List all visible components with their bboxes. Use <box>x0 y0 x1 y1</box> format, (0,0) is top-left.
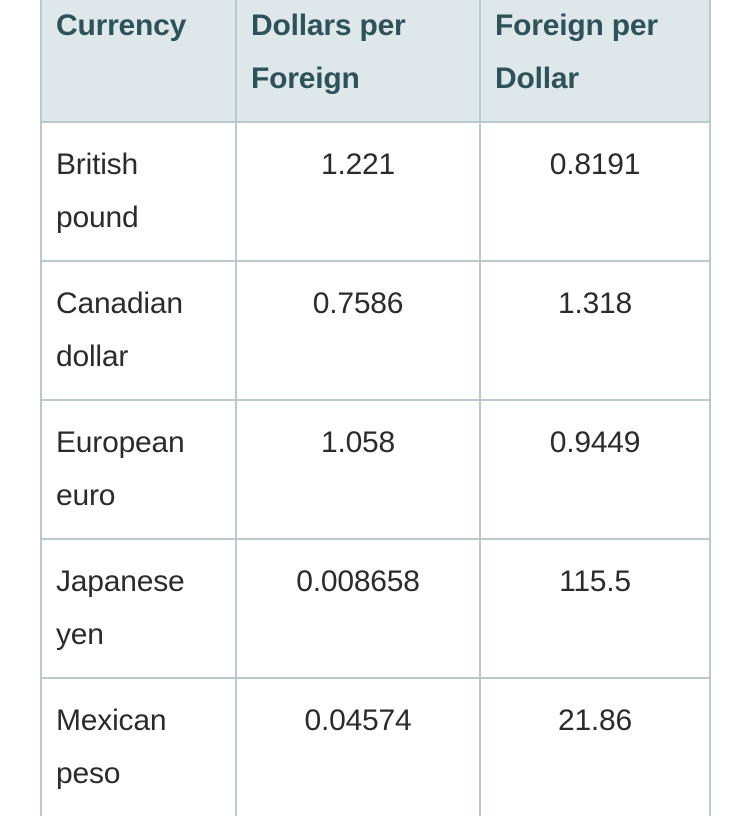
cell-dpf: 1.221 <box>236 122 480 261</box>
cell-currency: British pound <box>41 122 236 261</box>
cell-fpd: 0.8191 <box>480 122 710 261</box>
table-header-row: Currency Dollars per Foreign Foreign per… <box>41 0 710 122</box>
cell-dpf: 1.058 <box>236 400 480 539</box>
cell-fpd: 115.5 <box>480 539 710 678</box>
cell-dpf: 0.7586 <box>236 261 480 400</box>
cell-fpd: 1.318 <box>480 261 710 400</box>
cell-currency: Canadian dollar <box>41 261 236 400</box>
col-header-dollars-per-foreign: Dollars per Foreign <box>236 0 480 122</box>
table-row: European euro 1.058 0.9449 <box>41 400 710 539</box>
cell-currency: Japanese yen <box>41 539 236 678</box>
cell-currency: Mexican peso <box>41 678 236 816</box>
table-row: Japanese yen 0.008658 115.5 <box>41 539 710 678</box>
cell-currency: European euro <box>41 400 236 539</box>
table-row: Mexican peso 0.04574 21.86 <box>41 678 710 816</box>
col-header-currency: Currency <box>41 0 236 122</box>
table-row: Canadian dollar 0.7586 1.318 <box>41 261 710 400</box>
cell-fpd: 21.86 <box>480 678 710 816</box>
currency-exchange-table: Currency Dollars per Foreign Foreign per… <box>40 0 711 816</box>
col-header-foreign-per-dollar: Foreign per Dollar <box>480 0 710 122</box>
table-row: British pound 1.221 0.8191 <box>41 122 710 261</box>
cell-dpf: 0.008658 <box>236 539 480 678</box>
cell-fpd: 0.9449 <box>480 400 710 539</box>
cell-dpf: 0.04574 <box>236 678 480 816</box>
